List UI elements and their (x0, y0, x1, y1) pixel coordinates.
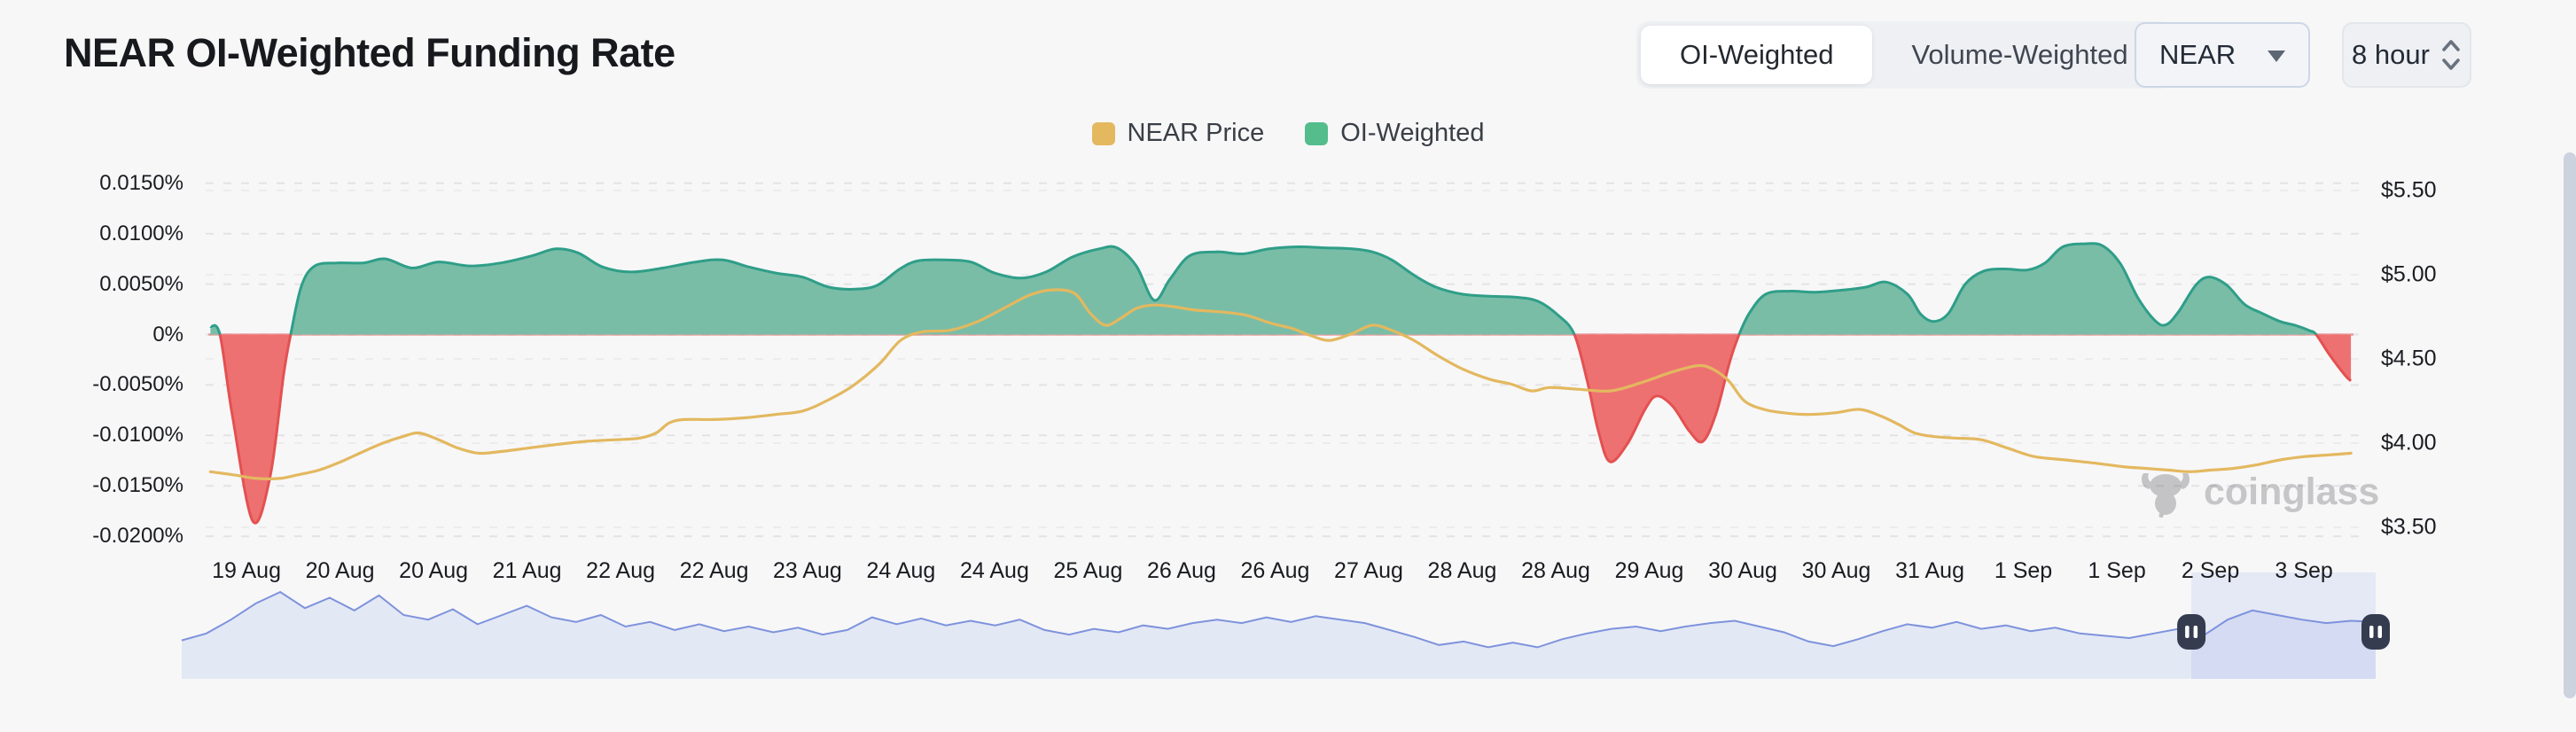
legend-item-near-price[interactable]: NEAR Price (1091, 119, 1265, 148)
x-axis-tick: 24 Aug (959, 558, 1029, 583)
interval-select[interactable]: 8 hour (2342, 22, 2471, 88)
coinglass-logo-icon (2142, 473, 2190, 518)
left-y-tick: 0% (152, 322, 183, 347)
pause-bars-icon (2377, 626, 2382, 638)
x-axis-tick: 22 Aug (679, 558, 749, 583)
navigator-area[interactable] (182, 592, 2376, 679)
left-y-tick: 0.0150% (99, 170, 183, 195)
triangle-down-icon (2268, 51, 2285, 62)
right-y-tick: $4.00 (2381, 430, 2437, 456)
right-y-tick: $3.50 (2381, 514, 2437, 540)
oi-weighted-swatch-icon (1305, 121, 1329, 145)
navigator-line (181, 590, 2377, 649)
navigator-handle-right[interactable] (2361, 614, 2390, 650)
coinglass-watermark: coinglass (2138, 464, 2379, 519)
tab-volume-weighted[interactable]: Volume-Weighted (1911, 39, 2128, 70)
x-axis-tick: 20 Aug (399, 558, 469, 583)
x-axis-tick: 28 Aug (1521, 558, 1590, 583)
near-price-swatch-icon (1091, 121, 1115, 145)
x-axis-tick: 30 Aug (1801, 558, 1871, 583)
x-axis-tick: 2 Sep (2181, 558, 2240, 583)
symbol-select[interactable]: NEAR (2135, 22, 2310, 88)
left-y-tick: -0.0100% (92, 423, 183, 448)
funding-line-positive (209, 242, 2318, 335)
x-axis-tick: 3 Sep (2275, 558, 2333, 583)
x-axis-tick: 1 Sep (1994, 558, 2053, 583)
x-axis-tick: 26 Aug (1240, 558, 1310, 583)
legend-label: NEAR Price (1127, 119, 1265, 147)
x-axis-tick: 24 Aug (866, 558, 936, 583)
navigator-handle-left[interactable] (2177, 614, 2206, 650)
x-axis-tick: 1 Sep (2088, 558, 2146, 583)
x-axis-tick: 28 Aug (1427, 558, 1497, 583)
x-axis-tick: 19 Aug (212, 558, 281, 583)
legend-item-oi-weighted[interactable]: OI-Weighted (1305, 119, 1484, 148)
x-axis-tick: 26 Aug (1147, 558, 1216, 583)
left-y-tick: -0.0200% (92, 524, 183, 549)
pause-bars-icon (2369, 626, 2374, 638)
navigator-handle-left[interactable] (2177, 614, 2206, 650)
left-y-tick: 0.0100% (99, 221, 183, 245)
page-title: NEAR OI-Weighted Funding Rate (64, 30, 675, 75)
navigator-handle-right[interactable] (2361, 614, 2390, 650)
right-y-tick: $5.00 (2381, 261, 2437, 287)
up-down-chevrons-icon (2442, 40, 2460, 70)
interval-select-value: 8 hour (2352, 39, 2430, 70)
funding-area-positive (210, 243, 2352, 335)
symbol-select-value: NEAR (2159, 39, 2236, 70)
x-axis-tick: 20 Aug (305, 558, 375, 583)
left-y-tick: 0.0050% (99, 271, 183, 296)
right-y-tick: $5.50 (2381, 177, 2437, 203)
x-axis-tick: 27 Aug (1334, 558, 1403, 583)
x-axis-tick: 30 Aug (1708, 558, 1777, 583)
vertical-scrollbar-thumb[interactable] (2564, 152, 2576, 698)
x-axis-tick: 23 Aug (772, 558, 842, 583)
tab-oi-weighted[interactable]: OI-Weighted (1641, 26, 1873, 84)
mode-tabs: OI-Weighted Volume-Weighted (1636, 21, 2172, 89)
pause-bars-icon (2193, 626, 2198, 638)
right-y-tick: $4.50 (2381, 346, 2437, 371)
left-y-tick: -0.0050% (92, 372, 183, 397)
x-axis-tick: 22 Aug (586, 558, 656, 583)
pause-bars-icon (2185, 626, 2190, 638)
navigator-selection[interactable] (2191, 572, 2376, 679)
x-axis-tick: 29 Aug (1614, 558, 1684, 583)
chart-legend: NEAR Price OI-Weighted (0, 119, 2576, 148)
near-price-line (208, 288, 2353, 480)
x-axis-tick: 31 Aug (1895, 558, 1964, 583)
x-axis-tick: 25 Aug (1053, 558, 1123, 583)
legend-label: OI-Weighted (1340, 119, 1485, 147)
x-axis-tick: 21 Aug (492, 558, 562, 583)
watermark-text: coinglass (2204, 470, 2380, 513)
left-y-tick: -0.0150% (92, 473, 183, 498)
